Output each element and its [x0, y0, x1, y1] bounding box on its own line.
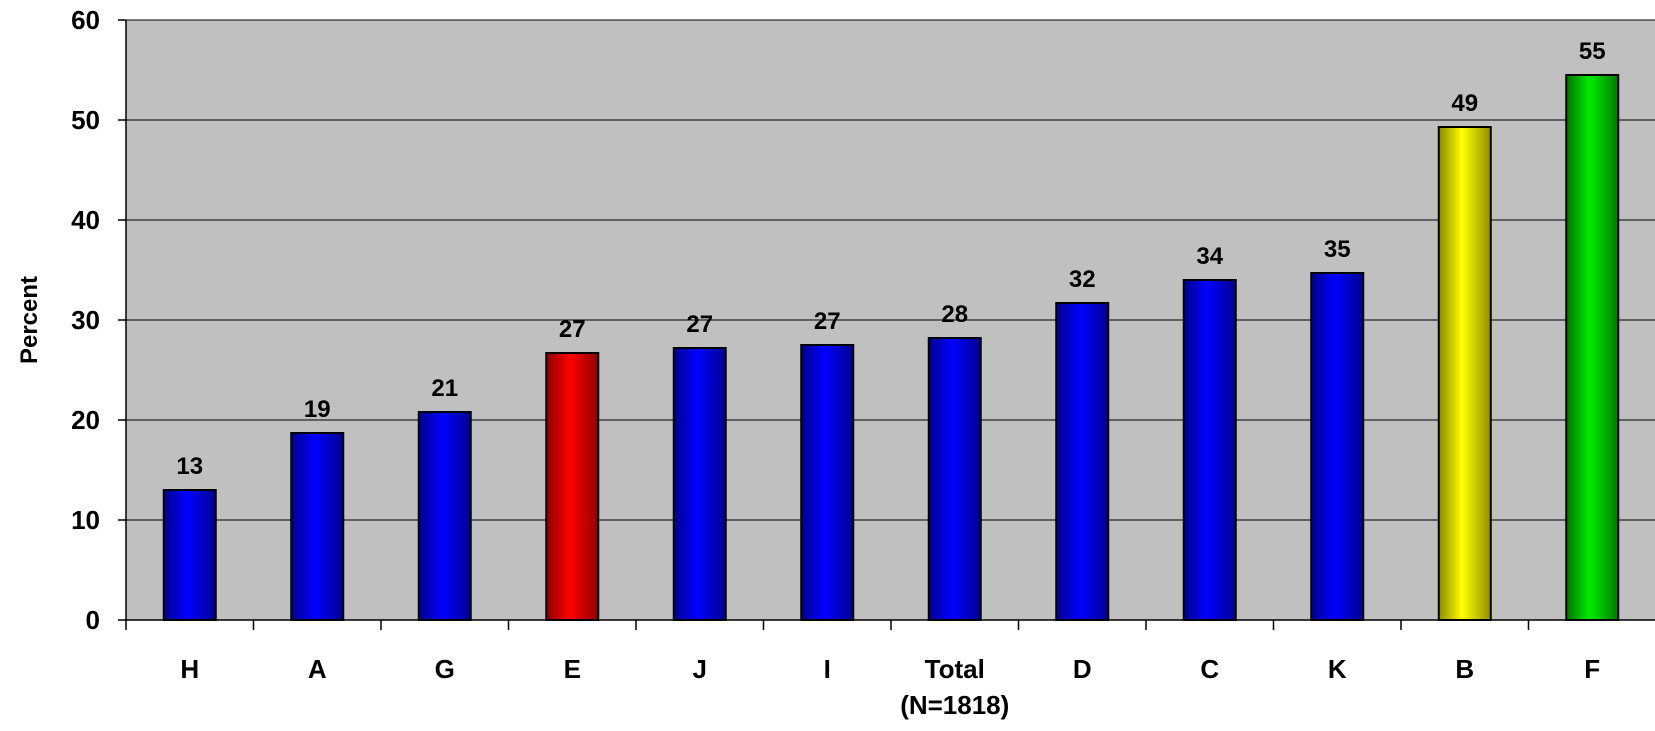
data-label: 32 [1069, 266, 1096, 293]
data-label: 34 [1196, 243, 1223, 270]
data-label: 49 [1451, 90, 1478, 117]
data-label: 21 [431, 375, 458, 402]
data-label: 13 [176, 453, 203, 480]
x-tick-label: J [693, 654, 707, 684]
y-tick-label: 20 [71, 405, 100, 435]
x-tick-label: A [308, 654, 327, 684]
y-tick-label: 10 [71, 505, 100, 535]
data-label: 35 [1324, 236, 1351, 263]
bar [1182, 279, 1237, 621]
bar [545, 352, 600, 621]
x-tick-label: B [1455, 654, 1474, 684]
data-labels: 13 19 21 27 27 27 28 32 34 35 49 55 [176, 38, 1605, 480]
x-tick-label: H [180, 654, 199, 684]
data-label: 55 [1579, 38, 1606, 65]
bar [1565, 74, 1620, 621]
data-label: 27 [814, 308, 841, 335]
bar [1055, 302, 1110, 621]
y-tick-label: 40 [71, 205, 100, 235]
x-tick-label: (N=1818) [900, 690, 1009, 720]
x-tick-label: G [435, 654, 455, 684]
y-tick-labels: 0 10 20 30 40 50 60 [71, 5, 100, 635]
bar [290, 432, 345, 621]
x-tick-label: E [564, 654, 581, 684]
y-axis-title: Percent [16, 276, 43, 364]
bars [162, 74, 1620, 621]
x-tick-label: C [1200, 654, 1219, 684]
bar [1310, 272, 1365, 621]
bar [672, 347, 727, 621]
y-tick-label: 30 [71, 305, 100, 335]
x-tick-label: F [1584, 654, 1600, 684]
data-label: 19 [304, 396, 331, 423]
y-tick-label: 0 [86, 605, 100, 635]
data-label: 27 [559, 316, 586, 343]
y-tick-label: 50 [71, 105, 100, 135]
bar [417, 411, 472, 621]
data-label: 27 [686, 311, 713, 338]
gridlines [126, 19, 1655, 521]
bar [800, 344, 855, 621]
x-tick-label: K [1328, 654, 1347, 684]
bar [927, 337, 982, 621]
x-tick-label: D [1073, 654, 1092, 684]
bar [1437, 126, 1492, 621]
axes [118, 19, 1655, 630]
x-tick-labels: H A G E J I Total (N=1818) D C K B F [180, 654, 1600, 720]
data-label: 28 [941, 301, 968, 328]
x-tick-label: Total [925, 654, 985, 684]
y-tick-label: 60 [71, 5, 100, 35]
bar [162, 489, 217, 621]
x-tick-label: I [824, 654, 831, 684]
